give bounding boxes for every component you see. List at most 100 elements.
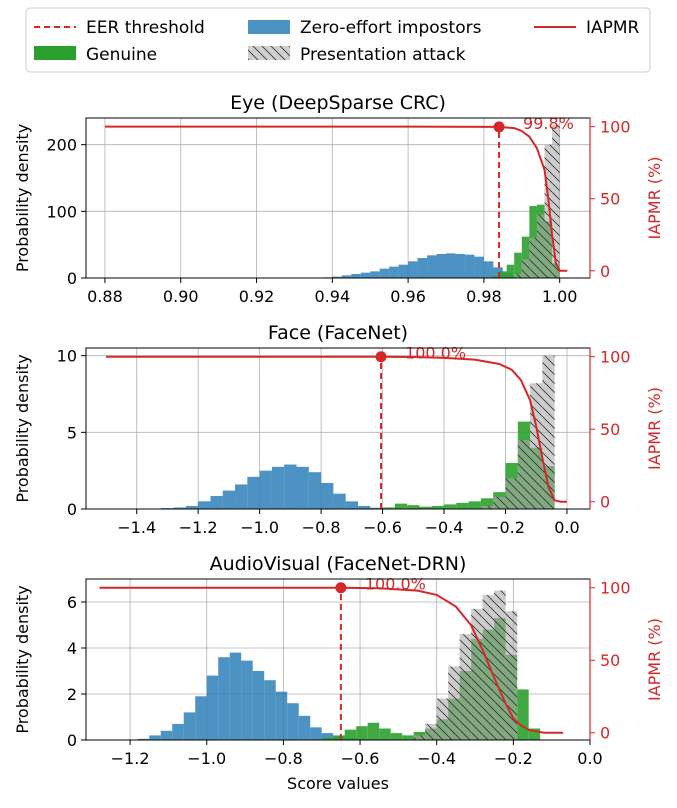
zei-bar-15 (310, 727, 322, 740)
genuine-bar-3 (407, 505, 420, 509)
genuine-bar-4 (521, 236, 530, 278)
y-tick-label-2: 4 (67, 639, 77, 658)
zei-bar-16 (333, 493, 346, 509)
zei-bar-15 (464, 254, 475, 278)
pa-bar-hatch-1 (425, 723, 437, 740)
y2-tick-label-2: 100 (600, 118, 631, 137)
iapmr-marker (493, 121, 505, 133)
x-tick-label-4: −0.4 (417, 749, 456, 768)
x-tick-label-6: −0.2 (486, 518, 525, 537)
iapmr-curve (105, 355, 567, 503)
genuine-bar-17 (517, 689, 529, 740)
pa-bar-hatch-5 (552, 124, 560, 279)
y2-tick-label-1: 50 (600, 190, 620, 209)
zei-bar-10 (252, 671, 265, 740)
y2-axis-label: IAPMR (%) (645, 387, 664, 470)
pa-bar-hatch-2 (436, 698, 449, 740)
zei-bar-13 (287, 703, 299, 740)
x-tick-label-3: 0.94 (315, 287, 351, 306)
pa-bar-hatch-2 (505, 478, 518, 509)
pa-bar-hatch-5 (471, 608, 483, 740)
pa-bar-hatch-0 (480, 505, 494, 509)
zei-bar-8 (398, 264, 409, 278)
iapmr-marker (375, 351, 387, 363)
zei-bar-13 (446, 253, 456, 278)
zei-bar-1 (149, 735, 161, 740)
x-tick-label-0: 0.88 (87, 287, 123, 306)
y-axis-label: Probability density (13, 354, 32, 502)
x-tick-label-2: 0.92 (239, 287, 275, 306)
x-tick-label-5: 0.98 (466, 287, 502, 306)
y2-tick-label-2: 100 (600, 348, 631, 367)
pa-bar-hatch-0 (514, 274, 522, 278)
x-tick-label-2: −1.0 (240, 518, 279, 537)
y-tick-label-0: 0 (67, 269, 77, 288)
zei-bar-15 (321, 482, 334, 509)
pa-bar-hatch-1 (493, 496, 506, 509)
zei-bar-3 (173, 507, 186, 509)
genuine-bar-9 (480, 498, 494, 509)
pa-bar-hatch-8 (505, 611, 518, 740)
legend: EER threshold Genuine Zero-effort impost… (25, 7, 651, 73)
zei-bar-8 (229, 652, 242, 740)
legend-iapmr-label: IAPMR (586, 18, 640, 38)
zei-bar-3 (351, 274, 361, 278)
zei-bar-4 (183, 712, 196, 740)
genuine-bar-3 (514, 252, 522, 278)
zei-bar-5 (198, 501, 211, 509)
zei-bar-5 (370, 271, 380, 278)
genuine-bar-7 (456, 502, 469, 509)
zei-bar-11 (427, 255, 437, 278)
x-tick-label-2: −0.8 (264, 749, 303, 768)
zei-bar-1 (332, 276, 342, 278)
x-tick-label-3: −0.6 (341, 749, 380, 768)
zei-bar-18 (357, 505, 371, 509)
y-tick-label-1: 5 (67, 423, 77, 442)
zei-bar-12 (436, 254, 446, 278)
genuine-bar-2 (394, 503, 408, 509)
zei-bar-14 (308, 472, 322, 509)
zei-bar-6 (379, 268, 390, 278)
genuine-bar-18 (528, 728, 541, 740)
pa-bar-hatch-6 (482, 595, 495, 740)
zei-bar-7 (218, 657, 230, 740)
genuine-bar-1 (333, 735, 345, 740)
legend-pa-label: Presentation attack (300, 45, 466, 65)
pa-bar-hatch-4 (459, 634, 472, 740)
y2-tick-label-1: 50 (600, 651, 620, 670)
x-tick-label-7: 0.0 (554, 518, 579, 537)
zei-bar-12 (284, 464, 297, 509)
zei-bar-13 (296, 466, 309, 509)
zei-bar-2 (160, 730, 173, 740)
zei-bar-2 (341, 275, 352, 278)
zei-bar-16 (321, 733, 334, 740)
iapmr-curve (99, 586, 564, 734)
zei-bar-11 (264, 680, 276, 740)
genuine-bar-8 (468, 501, 481, 509)
pa-bar-hatch-3 (448, 666, 460, 740)
zei-bar-12 (275, 691, 288, 740)
zei-bar-14 (298, 715, 311, 740)
zei-bar-3 (172, 723, 184, 740)
legend-pa-hatch (248, 46, 290, 60)
genuine-bar-6 (444, 504, 457, 509)
y2-tick-label-2: 100 (600, 579, 631, 598)
zei-bar-16 (474, 256, 484, 278)
y2-tick-label-0: 0 (600, 724, 610, 743)
y-tick-label-1: 2 (67, 685, 77, 704)
y-tick-label-2: 200 (46, 136, 77, 155)
legend-genuine-label: Genuine (86, 45, 157, 65)
genuine-bar-4 (419, 506, 432, 509)
genuine-bar-5 (379, 728, 391, 740)
zei-bar-7 (389, 266, 399, 278)
zei-bar-4 (185, 505, 199, 509)
y2-tick-label-0: 0 (600, 493, 610, 512)
pa-bar-hatch-3 (517, 440, 531, 509)
zei-bar-9 (247, 476, 260, 509)
x-tick-label-1: 0.90 (163, 287, 199, 306)
pa-bar-hatch-2 (529, 238, 537, 278)
zei-bar-9 (408, 261, 418, 278)
y2-tick-label-1: 50 (600, 420, 620, 439)
y-tick-label-3: 6 (67, 593, 77, 612)
pa-bar-hatch-1 (521, 259, 530, 278)
